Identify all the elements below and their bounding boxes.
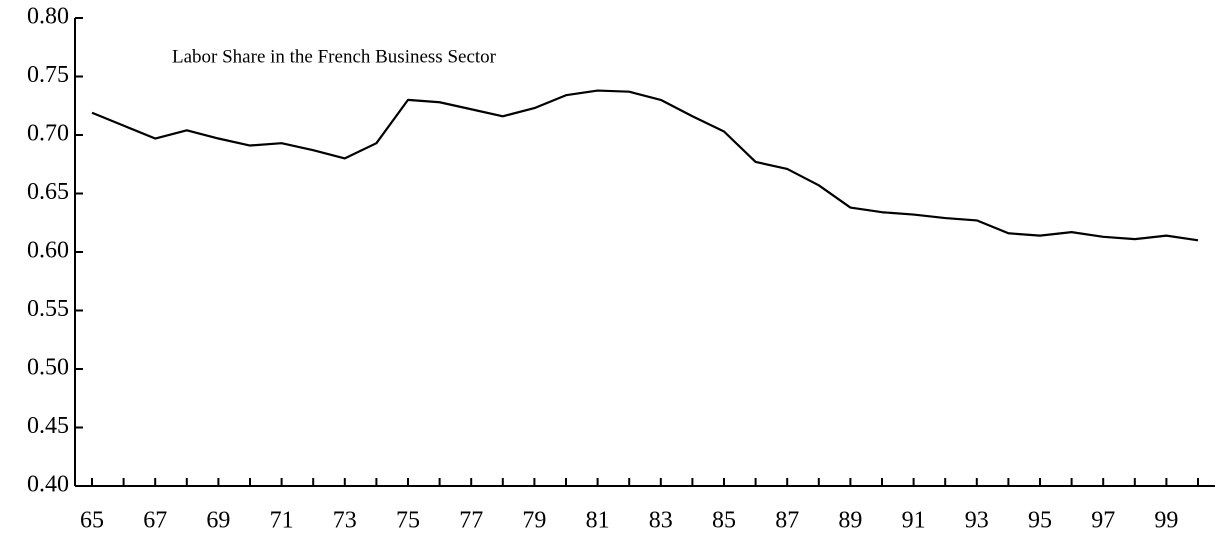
x-tick-label: 87 — [775, 508, 799, 534]
x-tick-label: 89 — [838, 508, 862, 534]
y-tick-label: 0.75 — [27, 62, 69, 88]
chart-title: Labor Share in the French Business Secto… — [172, 46, 497, 67]
y-tick-label: 0.40 — [27, 472, 69, 498]
x-tick-label: 71 — [270, 508, 294, 534]
y-tick-label: 0.60 — [27, 238, 69, 264]
y-tick-label: 0.80 — [27, 4, 69, 30]
x-tick-label: 81 — [586, 508, 610, 534]
x-tick-label: 99 — [1154, 508, 1178, 534]
x-tick-label: 79 — [522, 508, 546, 534]
x-tick-label: 67 — [143, 508, 167, 534]
x-tick-label: 85 — [712, 508, 736, 534]
x-tick-label: 77 — [459, 508, 483, 534]
y-tick-label: 0.55 — [27, 296, 69, 322]
data-line — [91, 89, 1199, 242]
x-tick-label: 75 — [396, 508, 420, 534]
x-tick-label: 69 — [206, 508, 230, 534]
x-tick-label: 65 — [80, 508, 104, 534]
x-tick-label: 97 — [1091, 508, 1115, 534]
x-tick-label: 93 — [965, 508, 989, 534]
x-tick-label: 73 — [333, 508, 357, 534]
x-tick-label: 95 — [1028, 508, 1052, 534]
y-tick-label: 0.65 — [27, 179, 69, 205]
y-tick-label: 0.70 — [27, 121, 69, 147]
y-tick-label: 0.50 — [27, 355, 69, 381]
x-tick-label: 91 — [902, 508, 926, 534]
y-tick-label: 0.45 — [27, 413, 69, 439]
x-tick-label: 83 — [649, 508, 673, 534]
